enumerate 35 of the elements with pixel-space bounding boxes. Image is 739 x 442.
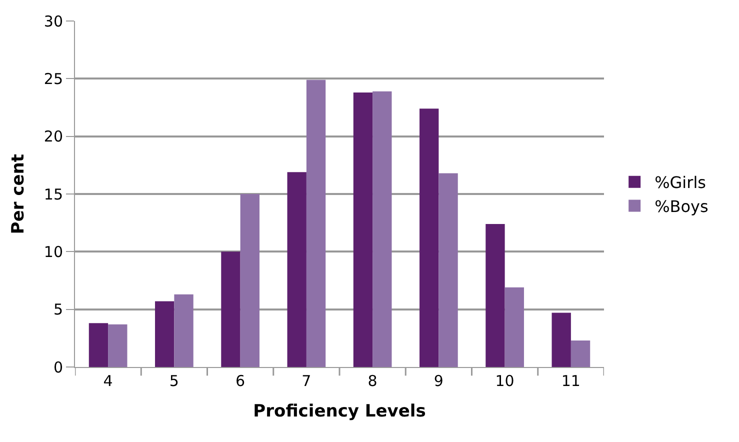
y-tick-label: 15	[44, 185, 63, 204]
x-tick-label: 7	[302, 372, 312, 390]
x-axis-title: Proficiency Levels	[253, 401, 426, 422]
bar	[552, 312, 571, 367]
x-tick-label: 8	[368, 372, 378, 390]
x-tick-label: 10	[495, 372, 514, 390]
bar	[155, 301, 174, 367]
y-axis-title: Per cent	[8, 154, 28, 234]
bar	[504, 287, 524, 367]
legend-label: %Girls	[654, 173, 706, 192]
y-tick-label: 30	[44, 12, 63, 30]
bar	[438, 173, 458, 367]
bar	[174, 294, 194, 367]
legend-label: %Boys	[654, 196, 708, 216]
x-tick-label: 6	[236, 372, 246, 390]
y-tick-label: 0	[53, 358, 63, 376]
bar	[108, 324, 128, 367]
bar	[306, 80, 326, 367]
bar	[287, 172, 306, 367]
bar	[353, 92, 373, 367]
x-tick-label: 4	[103, 372, 113, 390]
bar	[486, 224, 505, 367]
y-tick-label: 25	[44, 70, 63, 88]
y-tick-label: 20	[44, 128, 63, 146]
bar	[372, 91, 392, 367]
bar	[221, 252, 240, 367]
bar	[88, 323, 108, 367]
x-tick-label: 5	[169, 372, 179, 390]
y-tick-label: 10	[44, 242, 63, 261]
x-tick-label: 9	[434, 372, 444, 390]
bar	[570, 340, 590, 367]
x-tick-label: 11	[561, 372, 580, 390]
y-tick-label: 5	[53, 300, 63, 319]
bar	[420, 108, 439, 367]
bar	[240, 194, 260, 367]
